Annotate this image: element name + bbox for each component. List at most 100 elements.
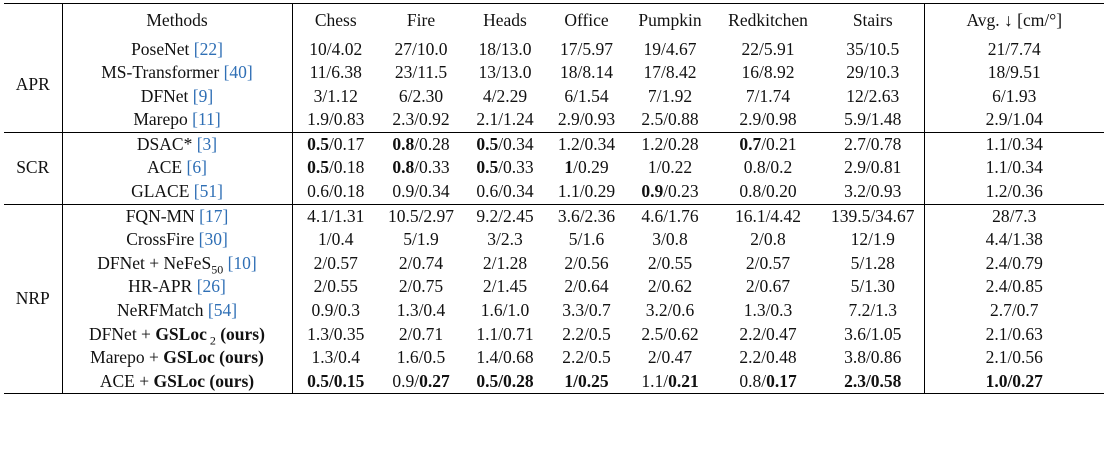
value-cell-redkitchen: 0.8/0.17	[714, 369, 822, 395]
method-cell: GLACE [51]	[61, 180, 292, 205]
value-cell-fire: 0.8/0.33	[379, 156, 463, 180]
value-cell-stairs: 29/10.3	[846, 62, 900, 83]
value-cell-fire: 2/0.71	[398, 323, 444, 344]
value-cell-average: 2.1/0.56	[923, 346, 1104, 370]
method-cell: ACE + GSLoc (ours)	[61, 369, 292, 395]
value-cell-chess: 0.9/0.3	[291, 299, 379, 323]
table-row: CrossFire [30] 1/0.4 5/1.9 3/2.3 5/1.6 3/0.8 2…	[4, 228, 1104, 252]
value-cell-office: 3.3/0.7	[562, 300, 611, 321]
bold-text: 0.21	[668, 370, 699, 391]
cell-text: /0.34	[498, 133, 534, 154]
citation-ref: [	[196, 133, 203, 154]
value-cell-pumpkin: 2.5/0.62	[641, 323, 699, 344]
value-cell-chess: 4.1/1.31	[291, 203, 379, 229]
value-cell-fire: 10.5/2.97	[379, 203, 463, 229]
table-body: APR PoseNet [22] 10/4.02 27/10.0 18/13.0 17/5…	[4, 37, 1104, 395]
value-cell-average: 1.1/0.34	[923, 156, 1104, 181]
subscript-text: 50	[211, 262, 224, 277]
value-cell-stairs: 2.7/0.78	[822, 131, 924, 157]
cell-text: /0.21	[761, 133, 797, 154]
cell-text: Marepo +	[90, 347, 164, 368]
value-cell-average: 6/1.93	[923, 84, 1104, 109]
value-cell-pumpkin: 0.9/0.23	[626, 180, 714, 204]
value-cell-chess: 3/1.12	[291, 84, 379, 109]
cell-text: FQN-MN	[125, 205, 200, 226]
bold-text: 0.5	[307, 157, 329, 178]
bold-text: 0.5/0.15	[307, 370, 365, 391]
cell-text: PoseNet	[131, 38, 194, 59]
table-row: Marepo + GSLoc (ours) 1.3/0.4 1.6/0.5 1.4/0…	[4, 346, 1104, 370]
value-cell-pumpkin: 3.2/0.6	[645, 300, 695, 321]
value-cell-heads: 1.1/0.71	[476, 323, 534, 344]
value-cell-office: 2.9/0.93	[557, 109, 616, 130]
cell-text: 0.9/	[392, 370, 420, 391]
value-cell-redkitchen: 2.9/0.98	[739, 109, 797, 130]
value-cell-fire: 23/11.5	[394, 62, 448, 83]
value-cell-office: 1/0.25	[547, 369, 626, 395]
header-cell-methods: Methods	[61, 3, 292, 38]
citation-ref: 11	[197, 109, 215, 130]
value-cell-redkitchen: 1.3/0.3	[743, 300, 793, 321]
value-cell-fire: 1.6/0.5	[396, 347, 446, 368]
cell-text: NeRFMatch	[116, 300, 208, 321]
value-cell-heads: 3/2.3	[487, 229, 523, 250]
value-cell-office: 2.2/0.5	[562, 323, 611, 344]
citation-ref: ]	[217, 38, 223, 59]
bold-text: 0.5	[307, 133, 329, 154]
value-cell-chess: 2/0.57	[291, 251, 379, 276]
bold-text: 2.3/0.58	[844, 370, 902, 391]
citation-ref: 17	[204, 205, 223, 226]
method-cell: CrossFire [30]	[61, 228, 292, 252]
method-cell: FQN-MN [17]	[61, 203, 292, 229]
citation-ref: [	[193, 38, 200, 59]
value-cell-heads: 4/2.29	[482, 85, 528, 106]
table-row: SCR DSAC* [3] 0.5/0.17 0.8/0.28 0.5/0.34 1.2/…	[4, 131, 1104, 205]
value-cell-office: 2/0.56	[564, 252, 609, 273]
citation-ref: ]	[214, 109, 221, 130]
value-cell-heads: 2/1.28	[482, 252, 528, 273]
value-cell-average: 2.7/0.7	[923, 299, 1104, 323]
table-row: Marepo [11] 1.9/0.83 2.3/0.92 2.1/1.24 2.9/0…	[4, 108, 1104, 133]
value-cell-office: 2/0.64	[564, 276, 609, 297]
cell-text: 1.1/	[641, 370, 669, 391]
value-cell-heads: 0.5/0.28	[463, 369, 547, 395]
value-cell-office: 6/1.54	[564, 85, 609, 106]
header-cell-pumpkin: Pumpkin	[626, 3, 714, 38]
citation-ref: 26	[202, 276, 221, 297]
results-table: Methods Chess Fire Heads Office Pumpkin …	[4, 3, 1104, 395]
value-cell-average: 2.4/0.79	[923, 251, 1104, 276]
citation-ref: 40	[229, 62, 247, 83]
method-cell: ACE [6]	[61, 156, 292, 181]
table-row: DFNet + GSLoc 2 (ours) 1.3/0.35 2/0.71 1.1/…	[4, 322, 1104, 347]
citation-ref: [	[223, 62, 230, 83]
value-cell-redkitchen: 2/0.8	[750, 229, 786, 250]
cell-text: /0.23	[663, 181, 699, 202]
group-label-apr: APR	[15, 73, 50, 94]
value-cell-stairs: 12/1.9	[850, 229, 895, 250]
value-cell-pumpkin: 1/0.22	[647, 157, 693, 178]
method-cell: MS-Transformer [40]	[61, 61, 292, 85]
value-cell-average: 2.1/0.63	[923, 322, 1104, 347]
value-cell-stairs: 35/10.5	[846, 38, 900, 59]
value-cell-average: 21/7.74	[923, 37, 1104, 62]
value-cell-heads: 1.6/1.0	[480, 300, 530, 321]
cell-text: ACE +	[99, 370, 154, 391]
method-cell: DFNet + NeFeS50 [10]	[61, 251, 292, 277]
value-cell-redkitchen: 16/8.92	[741, 62, 795, 83]
value-cell-pumpkin: 17/8.42	[643, 62, 697, 83]
table-row: NeRFMatch [54] 0.9/0.3 1.3/0.4 1.6/1.0 3.3/0…	[4, 299, 1104, 323]
value-cell-fire: 2/0.74	[398, 252, 444, 273]
bold-text: 0.5	[476, 133, 499, 154]
bold-text: 0.5/0.28	[476, 370, 534, 391]
citation-ref: ]	[250, 252, 257, 273]
method-cell: DSAC* [3]	[61, 131, 292, 157]
value-cell-pumpkin: 19/4.67	[643, 38, 697, 59]
bold-text: 1.0/0.27	[985, 370, 1043, 391]
table-row: MS-Transformer [40] 11/6.38 23/11.5 13/13.0…	[4, 61, 1104, 85]
value-cell-redkitchen: 2/0.67	[745, 276, 791, 297]
cell-text: CrossFire	[126, 229, 199, 250]
value-cell-stairs: 5/1.28	[850, 252, 895, 273]
value-cell-fire: 0.9/0.27	[379, 369, 463, 395]
cell-text: DFNet	[140, 85, 193, 106]
value-cell-fire: 27/10.0	[394, 38, 448, 59]
